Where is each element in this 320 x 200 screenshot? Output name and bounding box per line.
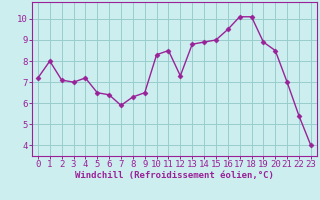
X-axis label: Windchill (Refroidissement éolien,°C): Windchill (Refroidissement éolien,°C) bbox=[75, 171, 274, 180]
